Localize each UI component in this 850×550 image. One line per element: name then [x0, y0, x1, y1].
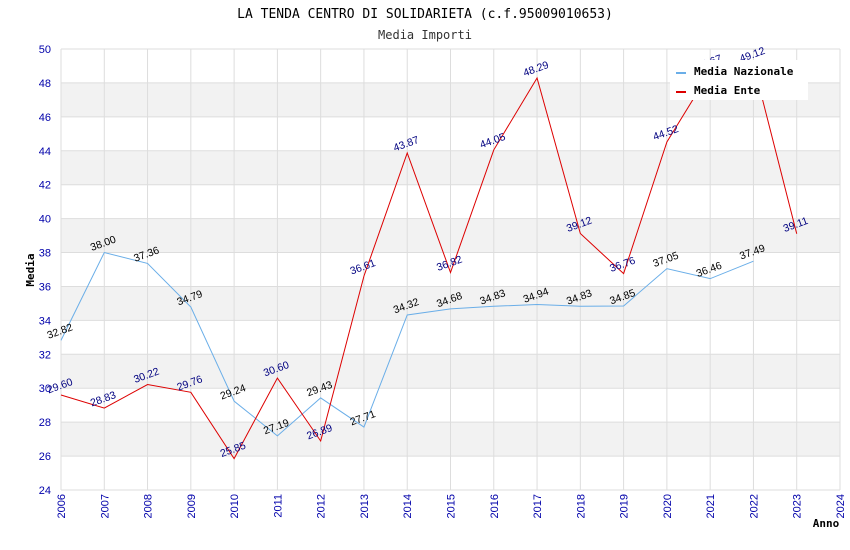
data-label: 36.76: [608, 255, 637, 275]
x-tick-label: 2006: [56, 494, 68, 518]
x-tick-label: 2014: [402, 494, 414, 518]
x-tick-label: 2010: [229, 494, 241, 518]
x-tick-label: 2016: [489, 494, 501, 518]
x-tick-label: 2007: [99, 494, 111, 518]
x-tick-label: 2011: [272, 494, 284, 518]
y-axis-label: Media: [24, 253, 37, 286]
data-label: 48.29: [522, 59, 551, 79]
x-tick-label: 2022: [748, 494, 760, 518]
y-tick-label: 38: [39, 248, 51, 260]
y-tick-label: 40: [39, 214, 51, 226]
data-label: 29.60: [46, 376, 75, 396]
chart-title: LA TENDA CENTRO DI SOLIDARIETA (c.f.9500…: [237, 7, 613, 22]
y-tick-label: 36: [39, 281, 51, 293]
x-tick-label: 2023: [792, 494, 804, 518]
x-tick-label: 2018: [575, 494, 587, 518]
x-axis-ticks: 2006 2007 2008 2009 2010 2011 2012 2013 2014 2015…: [56, 494, 847, 518]
y-axis-ticks: 24 26 28 30 32 34 36 38 40 42 44 46 48 50: [39, 44, 51, 497]
x-tick-label: 2013: [359, 494, 371, 518]
data-label: 36.61: [349, 257, 378, 277]
legend: Media Nazionale Media Ente: [670, 60, 808, 100]
series-line-media-ente: [60, 63, 798, 460]
y-tick-label: 44: [39, 146, 51, 158]
x-axis-label: Anno: [813, 517, 840, 530]
chart-subtitle: Media Importi: [378, 28, 472, 42]
y-tick-label: 26: [39, 451, 51, 463]
y-tick-label: 42: [39, 180, 51, 192]
y-tick-label: 46: [39, 112, 51, 124]
y-tick-label: 24: [39, 485, 51, 497]
y-tick-label: 48: [39, 78, 51, 90]
y-tick-label: 50: [39, 44, 51, 56]
x-tick-label: 2008: [143, 494, 155, 518]
data-label: 28.83: [89, 389, 118, 409]
series-line-media-nazionale: [60, 251, 754, 437]
x-tick-label: 2015: [446, 494, 458, 518]
x-tick-label: 2019: [619, 494, 631, 518]
data-label: 36.46: [695, 260, 724, 280]
grid-lines: [60, 48, 841, 491]
x-tick-label: 2020: [662, 494, 674, 518]
data-label: 44.05: [478, 131, 507, 151]
y-tick-label: 30: [39, 383, 51, 395]
x-tick-label: 2009: [186, 494, 198, 518]
x-tick-label: 2017: [532, 494, 544, 518]
series-lines: [60, 63, 798, 460]
y-tick-label: 32: [39, 349, 51, 361]
data-label: 44.52: [651, 123, 680, 143]
legend-label-media-nazionale: Media Nazionale: [694, 65, 794, 78]
x-tick-label: 2021: [705, 494, 717, 518]
legend-label-media-ente: Media Ente: [694, 84, 761, 97]
y-tick-label: 28: [39, 417, 51, 429]
x-tick-label: 2012: [316, 494, 328, 518]
legend-box: [670, 60, 808, 100]
x-tick-label: 2024: [835, 494, 847, 518]
y-tick-label: 34: [39, 315, 51, 327]
